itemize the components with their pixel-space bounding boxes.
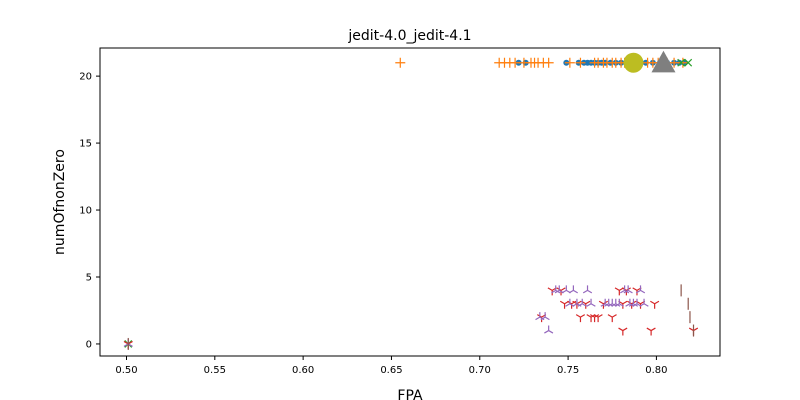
data-point: [639, 298, 649, 307]
y-tick-label: 5: [86, 272, 92, 283]
data-point: [650, 300, 660, 309]
data-point: [593, 314, 603, 323]
x-tick-label: 0.80: [645, 365, 667, 376]
data-point: [564, 57, 575, 68]
plot-area: [123, 50, 699, 350]
data-point: [582, 285, 593, 294]
data-point: [540, 312, 550, 321]
data-point: [586, 298, 596, 307]
data-point: [544, 325, 554, 334]
x-tick-label: 0.50: [115, 365, 137, 376]
y-tick-label: 15: [79, 139, 92, 150]
series-8: [651, 50, 676, 73]
data-point: [635, 285, 646, 294]
y-tick-label: 20: [79, 72, 92, 83]
y-tick-label: 0: [86, 339, 92, 350]
x-tick-label: 0.75: [557, 365, 579, 376]
data-point: [623, 285, 633, 294]
data-point: [577, 298, 587, 307]
x-axis: 0.50 0.55 0.60 0.65 0.70 0.75 0.80: [115, 356, 668, 376]
series-3: [124, 58, 693, 348]
y-axis: 0 5 10 15 20: [79, 72, 100, 350]
chart-title: jedit-4.0_jedit-4.1: [347, 28, 471, 44]
series-7: [623, 52, 644, 73]
x-tick-label: 0.65: [380, 365, 402, 376]
data-point: [614, 298, 624, 307]
series-5: [123, 285, 649, 347]
data-point: [510, 57, 521, 68]
series-6: [127, 284, 695, 350]
y-tick-label: 10: [79, 206, 92, 217]
plot-frame: [99, 47, 721, 357]
y-axis-title: numOfnonZero: [52, 149, 68, 255]
data-point: [543, 57, 554, 68]
x-tick-label: 0.55: [204, 365, 226, 376]
data-point: [572, 300, 582, 309]
data-point: [677, 57, 688, 68]
data-point: [651, 50, 676, 73]
data-point: [568, 285, 578, 294]
x-axis-title: FPA: [397, 388, 423, 400]
data-point: [684, 58, 693, 67]
data-point: [677, 58, 686, 67]
data-point: [669, 57, 680, 68]
x-tick-label: 0.60: [292, 365, 314, 376]
data-point: [607, 314, 617, 323]
series-4: [123, 287, 699, 349]
data-point: [623, 52, 644, 73]
data-point: [575, 314, 586, 323]
data-point: [575, 57, 586, 68]
series-2: [395, 57, 688, 68]
data-point: [395, 57, 406, 68]
data-point: [646, 327, 656, 336]
data-point: [618, 327, 628, 336]
x-tick-label: 0.70: [469, 365, 491, 376]
